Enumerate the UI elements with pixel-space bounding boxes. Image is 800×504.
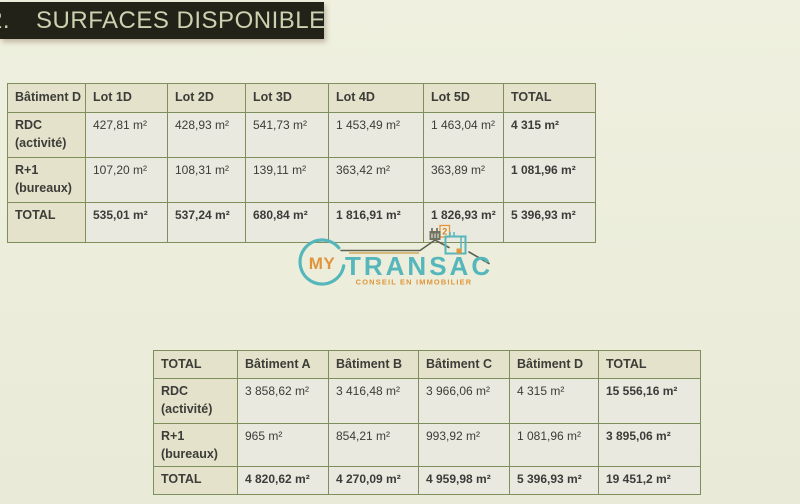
table-cell: 854,21 m² [328,423,419,467]
table-cell: 537,24 m² [167,202,246,243]
table-cell: 541,73 m² [245,112,329,158]
table-cell: 1 463,04 m² [423,112,504,158]
table-row: TOTAL 535,01 m² 537,24 m² 680,84 m² 1 816,91… [7,202,596,243]
row-label: TOTAL [7,202,86,243]
table-cell: 363,42 m² [328,157,424,203]
table-cell: 3 858,62 m² [237,378,329,424]
table-cell: 3 966,06 m² [418,378,510,424]
row-label: R+1 (bureaux) [7,157,86,203]
table-cell: 107,20 m² [85,157,168,203]
table-cell: 5 396,93 m² [509,466,599,495]
table-cell: 15 556,16 m² [598,378,701,424]
table-row: R+1 (bureaux) 965 m² 854,21 m² 993,92 m² 1 0… [153,423,701,467]
column-header: Lot 2D [167,83,246,113]
roofline-icon [340,239,490,265]
page-title: SURFACES DISPONIBLES [36,6,324,34]
logo-circle-icon [298,238,346,286]
table-cell: 4 315 m² [509,378,599,424]
surfaces-total-batiments-table: TOTAL Bâtiment A Bâtiment B Bâtiment C Bâtim… [153,350,701,495]
row-label: RDC (activité) [7,112,86,158]
logo-tagline-text: CONSEIL EN IMMOBILIER [356,278,473,287]
header-row: Bâtiment D Lot 1D Lot 2D Lot 3D Lot 4D Lot 5D… [7,83,596,113]
table-cell: 680,84 m² [245,202,329,243]
surfaces-batiment-d-table: Bâtiment D Lot 1D Lot 2D Lot 3D Lot 4D Lot 5D… [7,83,596,243]
column-header: Bâtiment B [328,350,419,379]
column-header: Lot 1D [85,83,168,113]
column-header: TOTAL [153,350,238,379]
table-cell: 4 820,62 m² [237,466,329,495]
column-header: Lot 5D [423,83,504,113]
column-header: Bâtiment D [7,83,86,113]
column-header: Bâtiment A [237,350,329,379]
table-cell: 4 959,98 m² [418,466,510,495]
column-header: Lot 3D [245,83,329,113]
table-cell: 363,89 m² [423,157,504,203]
logo-transac-text: TRANSAC [345,251,493,281]
table-row: RDC (activité) 427,81 m² 428,93 m² 541,73 m… [7,112,596,158]
table-cell: 535,01 m² [85,202,168,243]
table-cell: 4 315 m² [503,112,596,158]
table-row: RDC (activité) 3 858,62 m² 3 416,48 m² 3 96… [153,378,701,424]
logo-my-text: MY [309,254,336,273]
row-label: RDC (activité) [153,378,238,424]
table-row: R+1 (bureaux) 107,20 m² 108,31 m² 139,11 m²… [7,157,596,203]
row-label: TOTAL [153,466,238,495]
column-header: TOTAL [598,350,701,379]
table-cell: 19 451,2 m² [598,466,701,495]
column-header: Bâtiment D [509,350,599,379]
table-cell: 4 270,09 m² [328,466,419,495]
table-cell: 965 m² [237,423,329,467]
table-cell: 3 895,06 m² [598,423,701,467]
table-cell: 108,31 m² [167,157,246,203]
table-cell: 1 081,96 m² [503,157,596,203]
table-cell: 993,92 m² [418,423,510,467]
table-cell: 3 416,48 m² [328,378,419,424]
table-cell: 1 453,49 m² [328,112,424,158]
section-title-bar: 2. SURFACES DISPONIBLES [0,2,324,39]
header-row: TOTAL Bâtiment A Bâtiment B Bâtiment C Bâtim… [153,350,701,379]
table-cell: 139,11 m² [245,157,329,203]
table-cell: 427,81 m² [85,112,168,158]
column-header: Lot 4D [328,83,424,113]
table-cell: 1 816,91 m² [328,202,424,243]
table-cell: 5 396,93 m² [503,202,596,243]
column-header: Bâtiment C [418,350,510,379]
table-row: TOTAL 4 820,62 m² 4 270,09 m² 4 959,98 m² 5 … [153,466,701,495]
table-cell: 1 826,93 m² [423,202,504,243]
section-number: 2. [0,6,11,34]
table-cell: 1 081,96 m² [509,423,599,467]
column-header: TOTAL [503,83,596,113]
table-cell: 428,93 m² [167,112,246,158]
row-label: R+1 (bureaux) [153,423,238,467]
